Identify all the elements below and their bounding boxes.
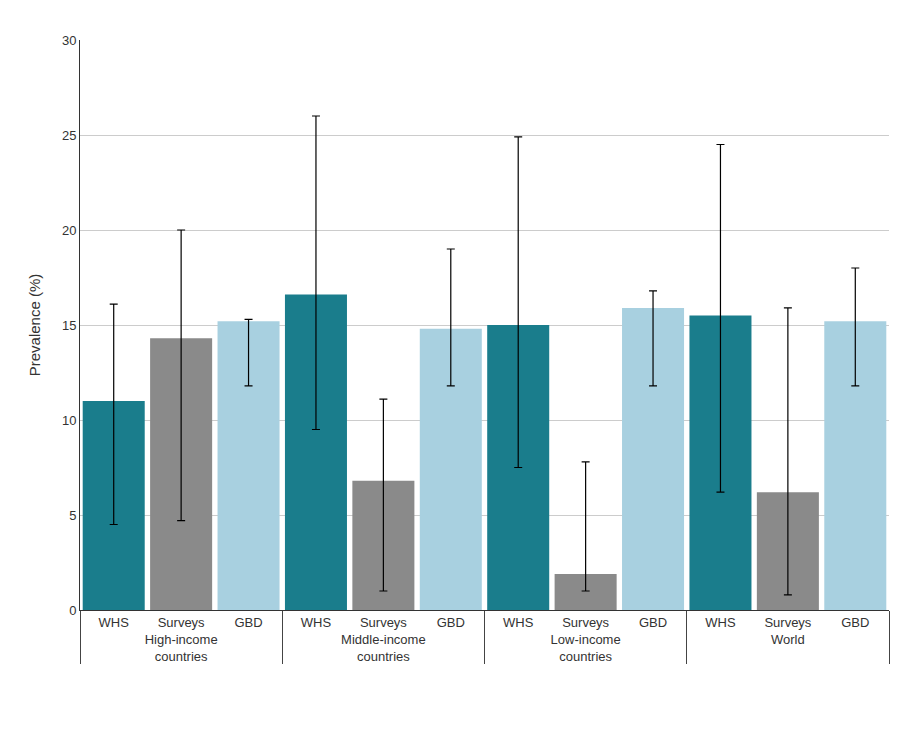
svg-text:WHS: WHS xyxy=(503,615,534,630)
svg-text:WHS: WHS xyxy=(301,615,332,630)
svg-text:GBD: GBD xyxy=(639,615,667,630)
svg-text:25: 25 xyxy=(62,128,76,143)
svg-text:GBD: GBD xyxy=(841,615,869,630)
svg-text:Surveys: Surveys xyxy=(764,615,811,630)
svg-text:10: 10 xyxy=(62,413,76,428)
svg-text:Prevalence (%): Prevalence (%) xyxy=(26,274,43,377)
svg-text:Surveys: Surveys xyxy=(158,615,205,630)
svg-text:World: World xyxy=(771,632,805,647)
svg-text:WHS: WHS xyxy=(99,615,130,630)
svg-text:30: 30 xyxy=(62,33,76,48)
svg-text:Middle-incomecountries: Middle-incomecountries xyxy=(341,632,426,664)
svg-text:Surveys: Surveys xyxy=(562,615,609,630)
svg-text:Low-incomecountries: Low-incomecountries xyxy=(551,632,621,664)
svg-text:GBD: GBD xyxy=(437,615,465,630)
svg-text:GBD: GBD xyxy=(234,615,262,630)
svg-text:15: 15 xyxy=(62,318,76,333)
svg-text:High-incomecountries: High-incomecountries xyxy=(145,632,218,664)
svg-text:WHS: WHS xyxy=(705,615,736,630)
svg-text:0: 0 xyxy=(69,603,76,618)
svg-text:Surveys: Surveys xyxy=(360,615,407,630)
svg-text:5: 5 xyxy=(69,508,76,523)
svg-text:20: 20 xyxy=(62,223,76,238)
